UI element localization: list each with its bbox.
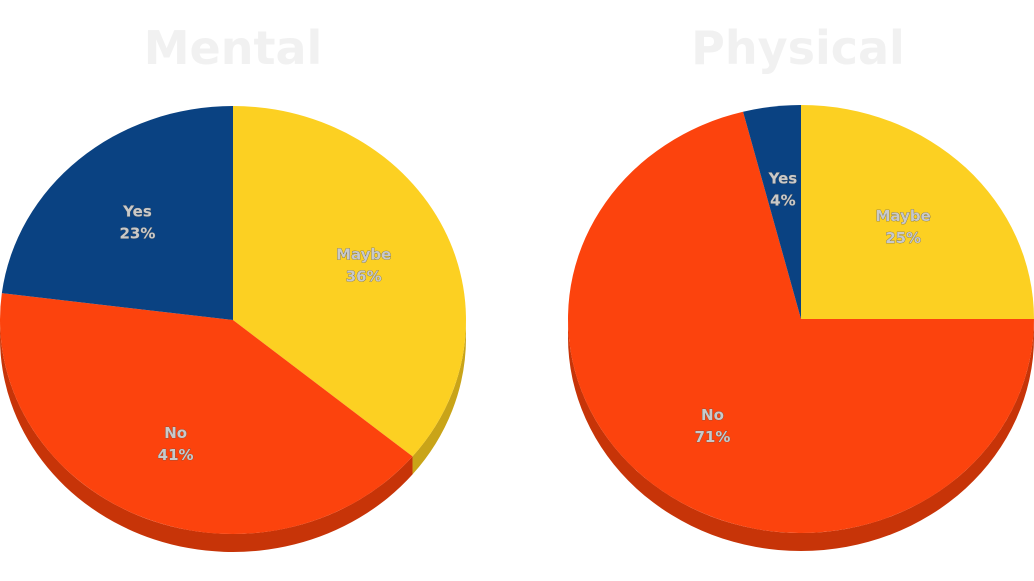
pie-slice-maybe: [233, 106, 466, 457]
slice-value-yes: 4%: [770, 191, 795, 209]
mental-pie-chart: Mental Maybe 36% No 41% Yes 23%: [0, 21, 466, 552]
slice-label-maybe: Maybe: [876, 207, 931, 225]
slice-value-maybe: 36%: [346, 268, 382, 286]
pie-side-maybe: [412, 320, 466, 475]
slice-label-yes: Yes: [768, 169, 798, 187]
pie-slice-no: [568, 111, 1034, 533]
pie-slice-yes: [743, 105, 801, 319]
pie-slice-yes: [1, 106, 233, 320]
slice-value-maybe: 25%: [885, 229, 921, 247]
slice-label-maybe: Maybe: [336, 246, 391, 264]
pie-slice-no: [0, 293, 413, 534]
mental-chart-title: Mental: [144, 21, 323, 75]
slice-value-yes: 23%: [120, 224, 156, 242]
slice-label-yes: Yes: [122, 202, 152, 220]
pie-slice-maybe: [801, 105, 1034, 319]
slice-value-no: 71%: [695, 428, 731, 446]
slice-label-no: No: [164, 424, 187, 442]
physical-pie-chart: Physical Maybe 25% No 71% Yes 4%: [568, 21, 1034, 551]
slice-value-no: 41%: [158, 446, 194, 464]
physical-chart-title: Physical: [691, 21, 905, 75]
slice-label-no: No: [701, 406, 724, 424]
